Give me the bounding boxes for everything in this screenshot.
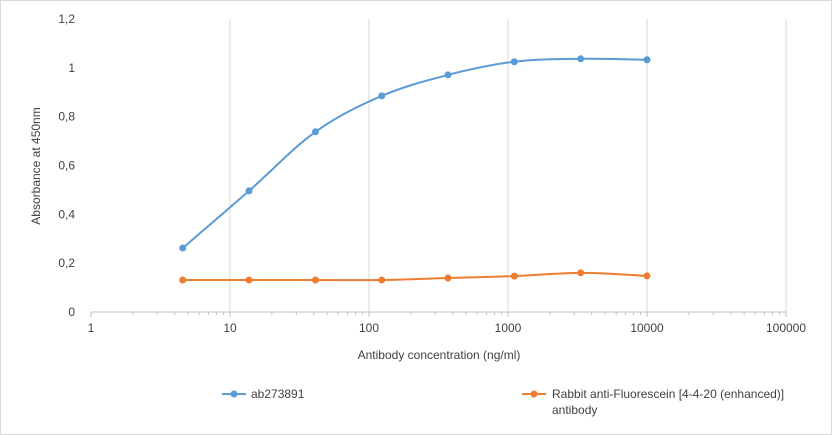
data-point-1 bbox=[643, 272, 651, 280]
x-tick-label: 10 bbox=[223, 321, 237, 335]
y-tick-label: 0,6 bbox=[58, 159, 75, 173]
legend-label: ab273891 bbox=[251, 387, 305, 401]
y-tick-label: 1,2 bbox=[58, 12, 75, 26]
y-axis-label: Absorbance at 450nm bbox=[29, 107, 43, 224]
x-axis-label: Antibody concentration (ng/ml) bbox=[358, 348, 521, 362]
data-point-1 bbox=[311, 276, 319, 284]
legend-label-line-1: Rabbit anti-Fluorescein [4-4-20 (enhance… bbox=[552, 387, 784, 401]
data-point-0 bbox=[245, 187, 253, 195]
data-point-0 bbox=[510, 58, 518, 66]
legend-item-ab273891: ab273891 bbox=[222, 387, 305, 401]
data-point-1 bbox=[444, 274, 452, 282]
x-tick-label: 1000 bbox=[495, 321, 522, 335]
data-point-0 bbox=[643, 56, 651, 64]
data-point-0 bbox=[378, 92, 386, 100]
legend: ab273891 Rabbit anti-Fluorescein [4-4-20… bbox=[222, 387, 784, 417]
data-point-1 bbox=[179, 276, 187, 284]
axes: 1 10 100 1000 10000 100000 0 0,2 0,4 0,6 0,8 1 1,2 bbox=[58, 12, 806, 335]
series-line-0 bbox=[182, 57, 648, 249]
data-point-1 bbox=[577, 269, 585, 277]
data-point-0 bbox=[311, 128, 319, 136]
x-tick-label: 10000 bbox=[630, 321, 664, 335]
data-point-1 bbox=[510, 272, 518, 280]
data-point-0 bbox=[577, 55, 585, 63]
legend-marker bbox=[230, 390, 238, 398]
y-tick-label: 0,2 bbox=[58, 256, 75, 270]
gridlines bbox=[229, 19, 787, 312]
x-tick-label: 100 bbox=[359, 321, 379, 335]
data-point-1 bbox=[245, 276, 253, 284]
data-point-1 bbox=[378, 276, 386, 284]
y-tick-label: 0,4 bbox=[58, 207, 75, 221]
series-line-1 bbox=[182, 271, 648, 282]
y-tick-label: 1 bbox=[68, 61, 75, 75]
legend-marker bbox=[530, 390, 538, 398]
y-tick-label: 0,8 bbox=[58, 110, 75, 124]
data-point-0 bbox=[179, 244, 187, 252]
x-tick-label: 1 bbox=[88, 321, 95, 335]
series-group bbox=[179, 55, 651, 284]
y-tick-label: 0 bbox=[68, 305, 75, 319]
x-tick-label: 100000 bbox=[766, 321, 806, 335]
legend-label-line-2: antibody bbox=[552, 403, 597, 417]
data-point-0 bbox=[444, 71, 452, 79]
legend-item-rabbit-anti-fluorescein: Rabbit anti-Fluorescein [4-4-20 (enhance… bbox=[522, 387, 784, 417]
